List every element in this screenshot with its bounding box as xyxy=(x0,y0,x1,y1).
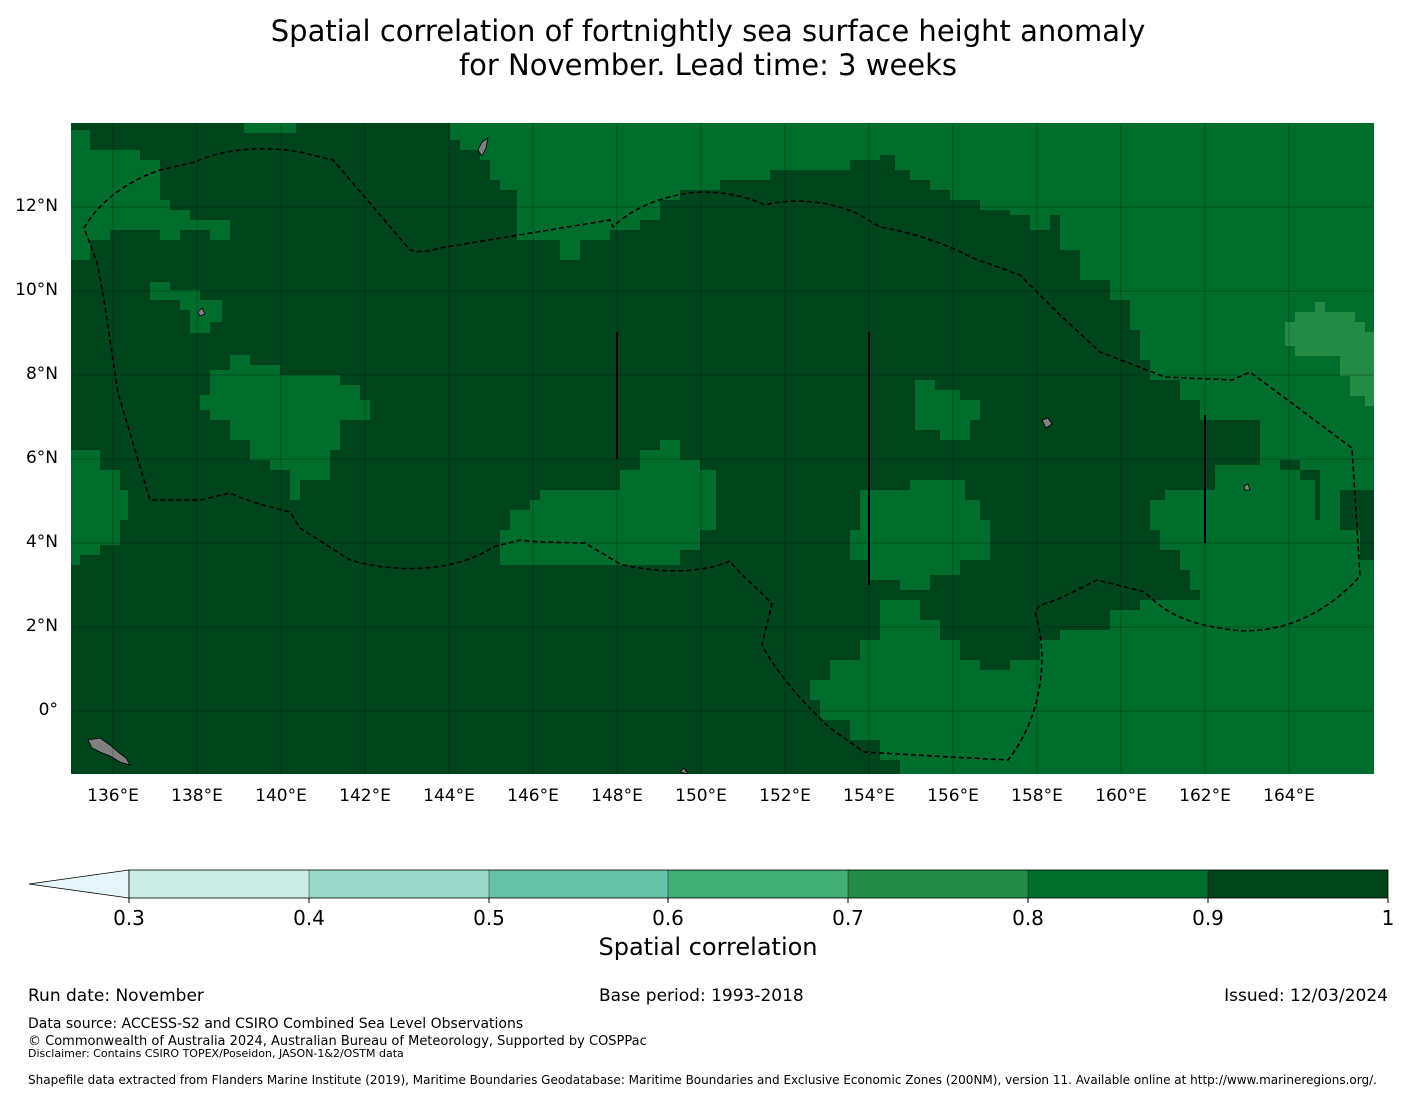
lon-label-152e: 152°E xyxy=(759,786,811,806)
data-source: Data source: ACCESS-S2 and CSIRO Combine… xyxy=(28,1016,524,1032)
colorbar-tick-1: 1 xyxy=(1381,906,1395,930)
correlation-map xyxy=(71,123,1374,774)
title-line-1: Spatial correlation of fortnightly sea s… xyxy=(270,14,1146,48)
lon-label-162e: 162°E xyxy=(1179,786,1231,806)
run-date: Run date: November xyxy=(28,986,204,1006)
lon-label-140e: 140°E xyxy=(255,786,307,806)
lat-label-6n: 6°N xyxy=(25,448,58,468)
colorbar xyxy=(28,869,1389,903)
issued-date: Issued: 12/03/2024 xyxy=(1224,986,1388,1006)
lat-label-12n: 12°N xyxy=(15,196,58,216)
colorbar-bin-0.3-0.4 xyxy=(129,870,309,898)
eez-boundary xyxy=(83,148,1361,761)
colorbar-bin-0.9-1 xyxy=(1208,870,1388,898)
region-0.8-0.9 xyxy=(71,123,1374,774)
lon-label-164e: 164°E xyxy=(1263,786,1315,806)
colorbar-label: Spatial correlation xyxy=(598,933,818,961)
colorbar-tick-0.8: 0.8 xyxy=(1012,906,1044,930)
copyright: © Commonwealth of Australia 2024, Austra… xyxy=(28,1034,647,1049)
colorbar-tick-0.6: 0.6 xyxy=(652,906,684,930)
lat-label-8n: 8°N xyxy=(25,364,58,384)
lat-label-10n: 10°N xyxy=(15,280,58,300)
colorbar-tick-0.9: 0.9 xyxy=(1192,906,1224,930)
colorbar-bin-0.5-0.6 xyxy=(489,870,668,898)
disclaimer: Disclaimer: Contains CSIRO TOPEX/Poseido… xyxy=(28,1047,404,1060)
colorbar-tick-0.4: 0.4 xyxy=(293,906,325,930)
title-line-2: for November. Lead time: 3 weeks xyxy=(458,48,958,82)
lon-label-148e: 148°E xyxy=(591,786,643,806)
lat-label-2n: 2°N xyxy=(25,616,58,636)
lon-label-150e: 150°E xyxy=(675,786,727,806)
colorbar-bin-0.4-0.5 xyxy=(309,870,489,898)
colorbar-tick-0.3: 0.3 xyxy=(113,906,145,930)
colorbar-extend-triangle xyxy=(28,869,130,899)
chart-title: Spatial correlation of fortnightly sea s… xyxy=(0,14,1416,82)
lon-label-146e: 146°E xyxy=(507,786,559,806)
colorbar-bin-0.8-0.9 xyxy=(1028,870,1208,898)
lon-label-136e: 136°E xyxy=(87,786,139,806)
lon-label-160e: 160°E xyxy=(1095,786,1147,806)
lon-label-154e: 154°E xyxy=(843,786,895,806)
lon-label-158e: 158°E xyxy=(1011,786,1063,806)
lon-label-142e: 142°E xyxy=(339,786,391,806)
colorbar-tick-0.5: 0.5 xyxy=(473,906,505,930)
colorbar-bin-0.6-0.7 xyxy=(668,870,848,898)
colorbar-tick-0.7: 0.7 xyxy=(832,906,864,930)
lon-label-138e: 138°E xyxy=(171,786,223,806)
lon-label-144e: 144°E xyxy=(423,786,475,806)
shapefile-credit: Shapefile data extracted from Flanders M… xyxy=(28,1073,1377,1087)
land-masses xyxy=(87,137,1251,774)
meridian-segments xyxy=(616,332,1206,585)
lon-label-156e: 156°E xyxy=(927,786,979,806)
lat-label-0: 0° xyxy=(38,700,58,720)
region-0.7-0.8 xyxy=(1285,302,1374,406)
lat-label-4n: 4°N xyxy=(25,532,58,552)
colorbar-bin-0.7-0.8 xyxy=(848,870,1028,898)
base-period: Base period: 1993-2018 xyxy=(599,986,804,1006)
